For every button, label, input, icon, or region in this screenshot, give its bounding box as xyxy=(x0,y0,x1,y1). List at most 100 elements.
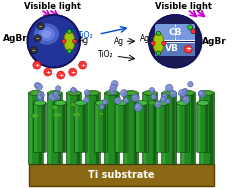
Ellipse shape xyxy=(30,91,42,95)
FancyBboxPatch shape xyxy=(134,93,137,164)
Ellipse shape xyxy=(100,106,102,107)
Ellipse shape xyxy=(103,101,105,102)
Ellipse shape xyxy=(136,104,138,106)
Circle shape xyxy=(188,81,193,87)
Ellipse shape xyxy=(38,96,40,97)
Ellipse shape xyxy=(143,91,157,95)
Ellipse shape xyxy=(124,91,138,95)
Ellipse shape xyxy=(85,91,87,92)
Ellipse shape xyxy=(184,91,185,92)
FancyBboxPatch shape xyxy=(123,103,126,152)
Text: TiO₂: TiO₂ xyxy=(78,31,94,40)
Text: Visible light: Visible light xyxy=(24,2,81,11)
Ellipse shape xyxy=(72,89,73,90)
Ellipse shape xyxy=(156,101,168,105)
Ellipse shape xyxy=(85,98,86,100)
Ellipse shape xyxy=(197,101,209,105)
FancyBboxPatch shape xyxy=(181,93,184,164)
Ellipse shape xyxy=(67,91,81,95)
FancyBboxPatch shape xyxy=(200,92,215,164)
Circle shape xyxy=(36,83,42,90)
Ellipse shape xyxy=(42,30,51,38)
Ellipse shape xyxy=(116,99,118,100)
FancyBboxPatch shape xyxy=(144,93,146,164)
Ellipse shape xyxy=(152,95,154,97)
Ellipse shape xyxy=(126,91,136,95)
Ellipse shape xyxy=(122,91,124,93)
Circle shape xyxy=(71,88,76,93)
Ellipse shape xyxy=(200,92,201,93)
FancyBboxPatch shape xyxy=(48,93,51,164)
Circle shape xyxy=(79,61,87,69)
Circle shape xyxy=(151,41,155,45)
Ellipse shape xyxy=(136,106,138,107)
Ellipse shape xyxy=(163,95,164,96)
Ellipse shape xyxy=(200,92,202,93)
FancyBboxPatch shape xyxy=(85,92,100,164)
Text: –: – xyxy=(39,23,42,29)
Ellipse shape xyxy=(167,86,169,88)
Circle shape xyxy=(109,88,116,94)
Ellipse shape xyxy=(64,31,75,51)
Circle shape xyxy=(37,95,42,100)
Circle shape xyxy=(160,96,167,103)
Circle shape xyxy=(28,15,80,67)
Ellipse shape xyxy=(95,101,107,105)
FancyBboxPatch shape xyxy=(116,103,119,152)
Text: Ag: Ag xyxy=(140,34,150,43)
FancyBboxPatch shape xyxy=(197,102,210,152)
FancyBboxPatch shape xyxy=(96,103,98,152)
FancyBboxPatch shape xyxy=(83,103,86,152)
Ellipse shape xyxy=(181,91,195,95)
Ellipse shape xyxy=(88,91,98,95)
Circle shape xyxy=(111,81,118,88)
Circle shape xyxy=(55,86,61,91)
Ellipse shape xyxy=(157,101,168,105)
Circle shape xyxy=(114,97,121,104)
Ellipse shape xyxy=(117,101,126,105)
Ellipse shape xyxy=(98,112,107,116)
FancyBboxPatch shape xyxy=(34,103,37,152)
Ellipse shape xyxy=(200,91,214,95)
Ellipse shape xyxy=(106,91,118,95)
Ellipse shape xyxy=(54,101,66,105)
Circle shape xyxy=(34,35,41,42)
FancyBboxPatch shape xyxy=(42,103,45,152)
FancyBboxPatch shape xyxy=(39,93,42,164)
Circle shape xyxy=(183,90,188,95)
Ellipse shape xyxy=(86,91,100,95)
Ellipse shape xyxy=(162,98,163,99)
Ellipse shape xyxy=(177,101,189,105)
Ellipse shape xyxy=(29,91,43,95)
Ellipse shape xyxy=(178,101,187,105)
Ellipse shape xyxy=(148,101,158,105)
FancyBboxPatch shape xyxy=(54,102,67,152)
Circle shape xyxy=(44,68,52,76)
Circle shape xyxy=(57,71,65,79)
Circle shape xyxy=(72,39,77,43)
Circle shape xyxy=(149,88,155,93)
FancyBboxPatch shape xyxy=(62,103,65,152)
Ellipse shape xyxy=(136,101,148,105)
FancyBboxPatch shape xyxy=(124,92,138,164)
FancyBboxPatch shape xyxy=(29,164,214,186)
FancyBboxPatch shape xyxy=(103,103,106,152)
FancyBboxPatch shape xyxy=(74,102,87,152)
Ellipse shape xyxy=(184,90,185,91)
Circle shape xyxy=(191,29,196,34)
FancyBboxPatch shape xyxy=(124,93,127,164)
Bar xyxy=(155,42,195,56)
FancyBboxPatch shape xyxy=(162,92,177,164)
Circle shape xyxy=(110,84,117,91)
Text: CB: CB xyxy=(168,28,182,37)
Ellipse shape xyxy=(183,91,193,95)
Ellipse shape xyxy=(38,93,40,95)
FancyBboxPatch shape xyxy=(77,93,80,164)
FancyBboxPatch shape xyxy=(157,103,159,152)
Text: AgBr: AgBr xyxy=(3,34,27,43)
Ellipse shape xyxy=(112,86,113,87)
Ellipse shape xyxy=(77,101,84,105)
FancyBboxPatch shape xyxy=(66,92,81,164)
FancyBboxPatch shape xyxy=(210,93,213,164)
FancyBboxPatch shape xyxy=(176,102,189,152)
